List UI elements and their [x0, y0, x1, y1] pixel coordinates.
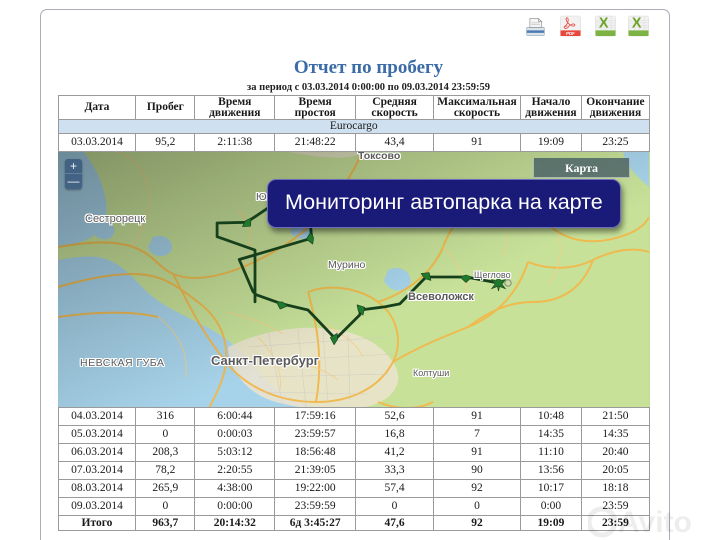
svg-text:X: X: [599, 15, 609, 31]
svg-text:Avito: Avito: [618, 506, 692, 539]
svg-text:X: X: [632, 15, 642, 31]
svg-text:PDF: PDF: [566, 31, 575, 36]
